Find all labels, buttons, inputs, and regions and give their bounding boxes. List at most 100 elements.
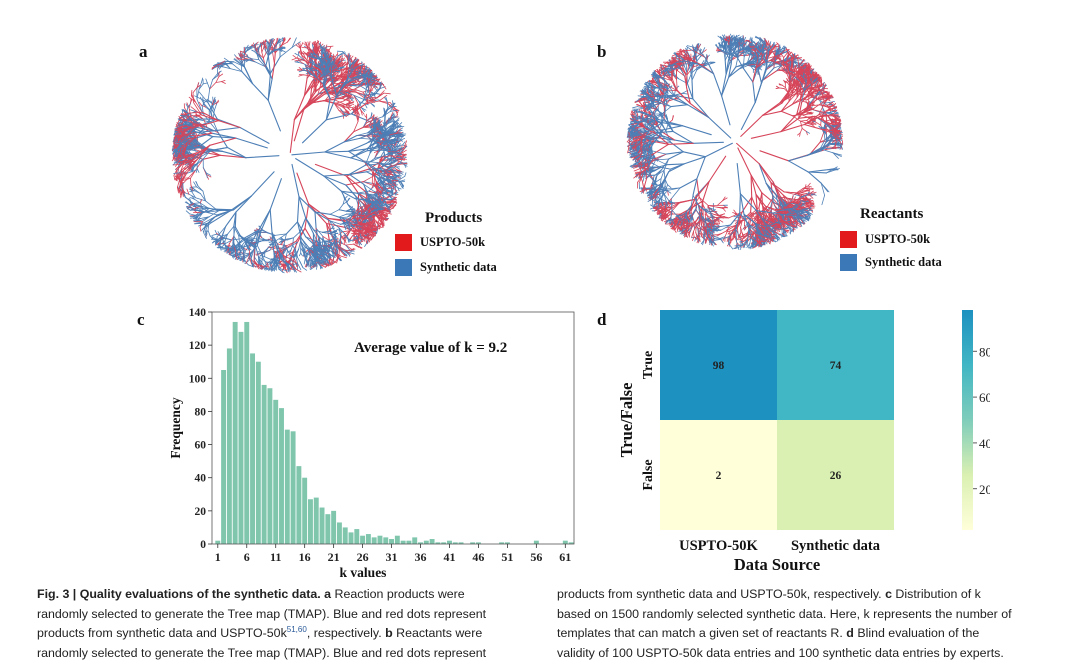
tmap-branch — [305, 236, 314, 245]
tmap-branch — [322, 235, 330, 241]
tmap-branch — [241, 70, 253, 85]
tmap-branch — [189, 188, 195, 192]
tmap-branch — [338, 216, 347, 221]
tmap-branch — [373, 191, 379, 195]
tmap-branch — [183, 191, 190, 195]
tmap-branch — [297, 262, 302, 271]
tmap-branch — [342, 88, 356, 92]
tmap-branch — [365, 215, 370, 218]
tmap-branch — [187, 123, 195, 129]
tmap-branch — [247, 58, 254, 61]
tmap-branch — [403, 144, 407, 150]
tmap-branch — [325, 257, 329, 263]
tmap-branch — [199, 221, 203, 228]
tmap-branch — [181, 158, 195, 165]
tmap-branch — [180, 155, 195, 159]
tmap-branch — [282, 37, 284, 43]
tmap-branch — [262, 255, 271, 260]
tmap-branch — [196, 88, 200, 100]
tmap-branch — [239, 248, 242, 254]
tmap-branch — [400, 162, 408, 165]
tmap-branch — [181, 190, 184, 198]
tmap-branch — [375, 221, 382, 228]
tmap-branch — [291, 264, 297, 271]
tmap-branch — [375, 204, 379, 208]
tmap-branch — [242, 57, 249, 60]
tmap-branch — [181, 109, 188, 114]
tmap-branch — [264, 246, 269, 254]
tmap-branch — [208, 210, 220, 213]
tmap-branch — [199, 96, 205, 104]
tmap-branch — [181, 122, 187, 125]
tmap-branch — [300, 50, 303, 56]
tmap-branch — [296, 248, 300, 255]
tmap-branch — [356, 207, 362, 211]
tmap-branch — [202, 154, 221, 160]
tmap-branch — [287, 237, 294, 241]
tmap-branch — [180, 132, 196, 136]
tmap-branch — [180, 129, 183, 136]
tmap-branch — [243, 65, 253, 85]
tmap-branch — [248, 243, 251, 257]
tmap-branch — [259, 264, 264, 268]
tmap-branch — [186, 119, 195, 125]
tmap-branch — [223, 62, 231, 69]
tmap-branch — [352, 77, 364, 82]
tmap-branch — [354, 237, 358, 244]
tmap-branch — [367, 212, 377, 215]
tmap-branch — [292, 231, 301, 239]
tmap-branch — [196, 158, 204, 165]
tmap-branch — [193, 218, 201, 222]
tmap-branch — [259, 239, 264, 243]
tmap-branch — [236, 252, 238, 256]
tmap-branch — [341, 57, 345, 62]
tmap-branch — [339, 70, 350, 76]
tmap-branch — [189, 114, 202, 117]
tmap-branch — [377, 209, 386, 212]
tmap-branch — [354, 56, 358, 64]
tmap-branch — [392, 185, 397, 192]
tmap-branch — [340, 190, 356, 200]
tmap-branch — [198, 136, 214, 148]
tmap-branch — [292, 244, 296, 250]
tmap-branch — [314, 46, 317, 52]
tmap-branch — [173, 154, 184, 160]
tmap-branch — [313, 75, 317, 93]
tmap-branch — [197, 211, 203, 217]
tmap-branch — [330, 250, 336, 255]
tmap-branch — [221, 80, 226, 82]
tmap-branch — [308, 203, 329, 219]
tmap-branch — [176, 117, 181, 125]
tmap-branch — [322, 80, 335, 94]
tmap-branch — [315, 261, 319, 267]
tmap-branch — [202, 82, 208, 85]
tmap-branch — [193, 202, 201, 204]
tmap-branch — [363, 183, 369, 196]
tmap-branch — [328, 240, 333, 244]
tmap-branch — [338, 203, 344, 211]
tmap-branch — [307, 243, 314, 253]
tmap-branch — [193, 209, 198, 214]
tmap-branch — [294, 61, 300, 63]
tmap-branch — [349, 206, 354, 210]
tmap-branch — [363, 208, 368, 212]
tmap-branch — [202, 167, 207, 174]
tmap-branch — [196, 98, 203, 113]
tmap-branch — [242, 258, 249, 266]
tmap-branch — [301, 59, 308, 62]
tmap-branch — [345, 249, 352, 251]
tmap-branch — [327, 217, 344, 222]
tmap-branch — [380, 215, 384, 224]
tmap-branch — [178, 136, 188, 145]
tmap-branch — [286, 37, 292, 43]
tmap-branch — [243, 247, 248, 251]
tmap-branch — [220, 225, 227, 239]
tmap-branch — [194, 189, 201, 195]
tmap-branch — [199, 202, 203, 209]
tmap-branch — [327, 46, 332, 53]
tmap-branch — [290, 251, 294, 260]
tmap-branch — [197, 209, 203, 213]
tmap-branch — [186, 146, 200, 153]
tmap-branch — [335, 249, 339, 255]
tmap-branch — [367, 220, 371, 224]
